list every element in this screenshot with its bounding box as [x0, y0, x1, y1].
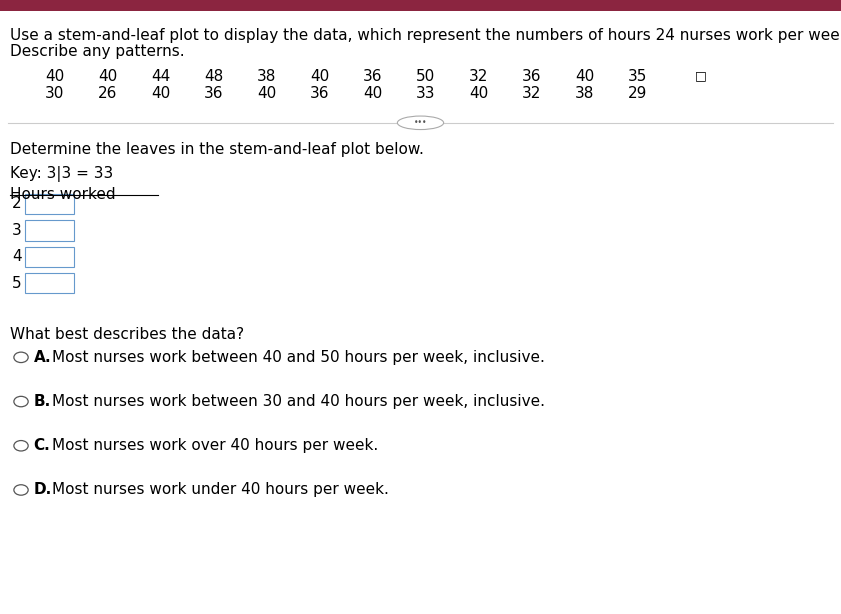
Text: 35: 35 — [627, 69, 648, 84]
Text: 36: 36 — [204, 86, 224, 101]
Text: 40: 40 — [98, 69, 117, 84]
Text: 44: 44 — [151, 69, 170, 84]
Text: 4: 4 — [13, 249, 22, 264]
Text: C.: C. — [34, 438, 50, 453]
Text: 40: 40 — [45, 69, 64, 84]
Text: Describe any patterns.: Describe any patterns. — [10, 44, 185, 59]
Text: D.: D. — [34, 483, 52, 497]
Text: 48: 48 — [204, 69, 223, 84]
Text: 3: 3 — [12, 223, 22, 238]
Text: •••: ••• — [414, 119, 427, 127]
Text: Most nurses work over 40 hours per week.: Most nurses work over 40 hours per week. — [52, 438, 378, 453]
Text: 36: 36 — [362, 69, 383, 84]
Text: 50: 50 — [416, 69, 435, 84]
Text: 38: 38 — [574, 86, 595, 101]
Text: 40: 40 — [575, 69, 594, 84]
Text: □: □ — [695, 69, 706, 82]
Text: 40: 40 — [257, 86, 276, 101]
Text: 26: 26 — [98, 86, 118, 101]
Text: A.: A. — [34, 350, 51, 365]
Text: Hours worked: Hours worked — [10, 187, 116, 202]
Text: B.: B. — [34, 394, 51, 409]
Text: 33: 33 — [415, 86, 436, 101]
Text: Most nurses work between 40 and 50 hours per week, inclusive.: Most nurses work between 40 and 50 hours… — [52, 350, 545, 365]
Text: Use a stem-and-leaf plot to display the data, which represent the numbers of hou: Use a stem-and-leaf plot to display the … — [10, 28, 841, 42]
Text: Most nurses work between 30 and 40 hours per week, inclusive.: Most nurses work between 30 and 40 hours… — [52, 394, 545, 409]
Text: 29: 29 — [627, 86, 648, 101]
Text: 38: 38 — [257, 69, 277, 84]
Text: 40: 40 — [469, 86, 488, 101]
Text: 36: 36 — [309, 86, 330, 101]
Text: 32: 32 — [468, 69, 489, 84]
Text: Most nurses work under 40 hours per week.: Most nurses work under 40 hours per week… — [52, 483, 389, 497]
Text: 40: 40 — [310, 69, 329, 84]
Text: 32: 32 — [521, 86, 542, 101]
Text: 40: 40 — [363, 86, 382, 101]
Text: What best describes the data?: What best describes the data? — [10, 327, 244, 341]
Text: 5: 5 — [13, 276, 22, 290]
Text: 40: 40 — [151, 86, 170, 101]
Text: 36: 36 — [521, 69, 542, 84]
Text: Key: 3|3 = 33: Key: 3|3 = 33 — [10, 166, 114, 182]
Text: Determine the leaves in the stem-and-leaf plot below.: Determine the leaves in the stem-and-lea… — [10, 142, 424, 157]
Text: 2: 2 — [13, 196, 22, 211]
Text: 30: 30 — [45, 86, 65, 101]
